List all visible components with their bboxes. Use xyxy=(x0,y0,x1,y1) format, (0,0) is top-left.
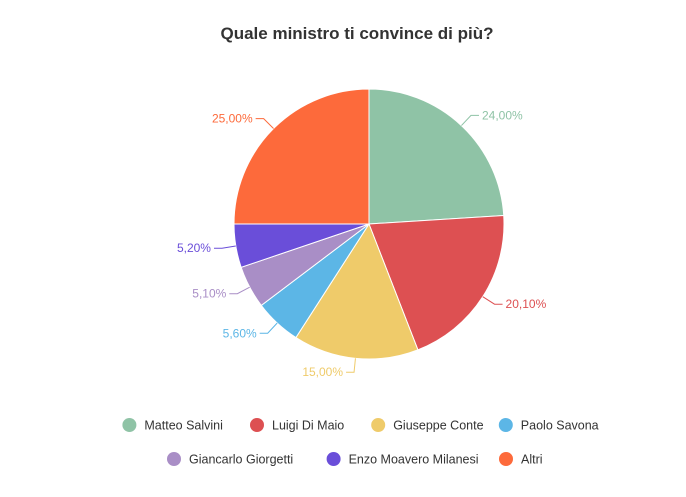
data-label-luigi-di-maio: 20,10% xyxy=(506,297,547,311)
legend-item-giancarlo-giorgetti[interactable]: Giancarlo Giorgetti xyxy=(167,452,293,467)
legend-swatch-paolo-savona xyxy=(498,418,513,432)
legend-swatch-altri xyxy=(499,452,513,466)
leader-line-enzo-moavero-milanesi xyxy=(213,245,236,249)
data-label-paolo-savona: 5,60% xyxy=(223,326,257,340)
data-label-matteo-salvini: 24,00% xyxy=(482,108,523,122)
leader-line-giuseppe-conte xyxy=(346,358,356,373)
data-label-enzo-moavero-milanesi: 5,20% xyxy=(177,241,211,255)
leader-line-paolo-savona xyxy=(259,322,278,334)
legend-label-matteo-salvini: Matteo Salvini xyxy=(144,419,223,433)
legend-label-altri: Altri xyxy=(521,453,543,467)
legend-item-luigi-di-maio[interactable]: Luigi Di Maio xyxy=(250,418,344,433)
legend-swatch-enzo-moavero-milanesi xyxy=(326,452,341,466)
pie-slices xyxy=(233,88,505,360)
legend-label-enzo-moavero-milanesi: Enzo Moavero Milanesi xyxy=(349,453,479,467)
data-labels: 24,00% 20,10% 15,00% 5,60% 5,10% 5,20% 25,00% xyxy=(177,108,547,379)
legend: Matteo Salvini Luigi Di Maio Giuseppe Cont… xyxy=(122,418,599,467)
leader-line-giancarlo-giorgetti xyxy=(229,286,250,295)
legend-swatch-matteo-salvini xyxy=(122,418,137,432)
leader-line-luigi-di-maio xyxy=(482,296,503,305)
legend-item-matteo-salvini[interactable]: Matteo Salvini xyxy=(122,418,223,433)
leader-line-matteo-salvini xyxy=(461,114,479,126)
legend-item-enzo-moavero-milanesi[interactable]: Enzo Moavero Milanesi xyxy=(326,452,479,467)
legend-item-paolo-savona[interactable]: Paolo Savona xyxy=(498,418,599,433)
legend-item-giuseppe-conte[interactable]: Giuseppe Conte xyxy=(371,418,484,433)
legend-swatch-giancarlo-giorgetti xyxy=(167,452,181,466)
leader-line-altri xyxy=(255,118,274,129)
legend-label-paolo-savona: Paolo Savona xyxy=(521,419,599,433)
legend-label-giancarlo-giorgetti: Giancarlo Giorgetti xyxy=(189,453,293,467)
data-label-giancarlo-giorgetti: 5,10% xyxy=(192,287,226,301)
chart-title: Quale ministro ti convince di più? xyxy=(221,24,494,43)
legend-item-altri[interactable]: Altri xyxy=(499,452,543,467)
data-label-altri: 25,00% xyxy=(212,112,253,126)
legend-swatch-giuseppe-conte xyxy=(371,418,386,432)
legend-label-luigi-di-maio: Luigi Di Maio xyxy=(272,419,344,433)
legend-swatch-luigi-di-maio xyxy=(250,418,264,432)
pie-slice-altri[interactable] xyxy=(233,88,370,225)
legend-label-giuseppe-conte: Giuseppe Conte xyxy=(393,419,483,433)
data-label-giuseppe-conte: 15,00% xyxy=(302,365,343,379)
